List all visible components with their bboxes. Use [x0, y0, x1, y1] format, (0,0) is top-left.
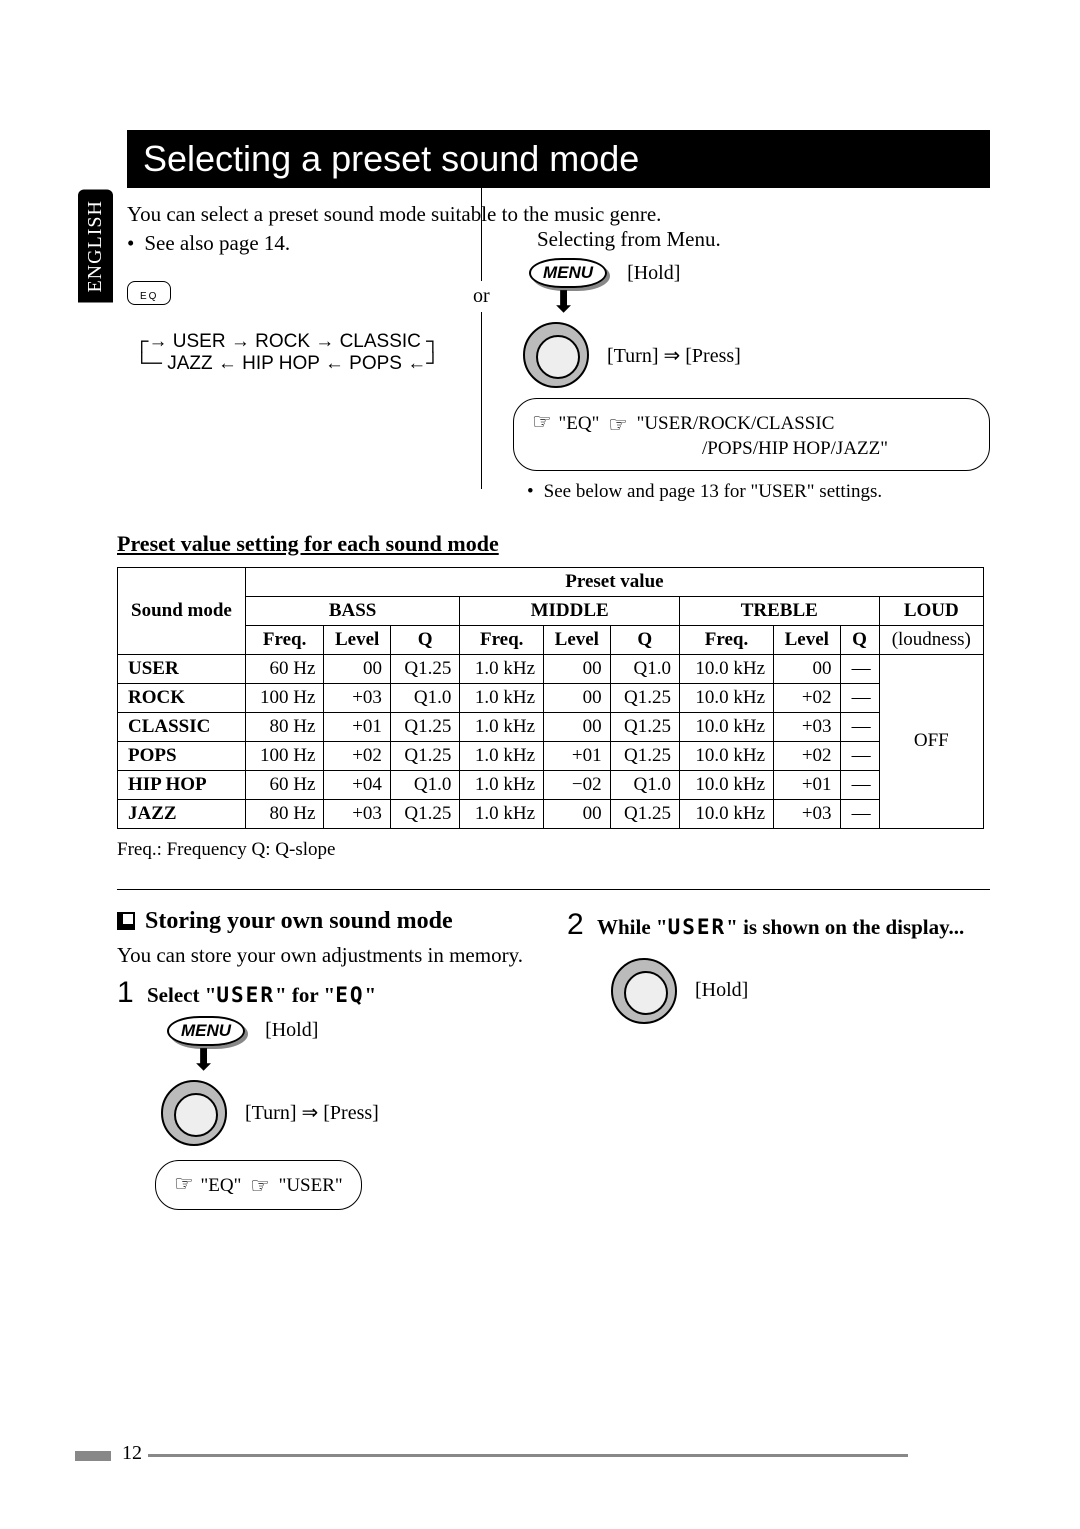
- intro-text: You can select a preset sound mode suita…: [127, 202, 990, 227]
- menu-breadcrumb: ☞ "EQ" ☞ "USER/ROCK/CLASSIC /POPS/HIP HO…: [513, 398, 990, 471]
- hand-icon: ☞: [608, 412, 628, 438]
- dial-icon: [161, 1080, 227, 1146]
- menu-button-icon: MENU: [529, 258, 607, 288]
- hold-label: [Hold]: [695, 979, 748, 1002]
- turn-press-label: [Turn] ⇒ [Press]: [245, 1100, 379, 1125]
- table-row: JAZZ80 Hz+03Q1.251.0 kHz00Q1.2510.0 kHz+…: [118, 799, 984, 828]
- dial-icon: [523, 322, 589, 388]
- table-footnote: Freq.: Frequency Q: Q-slope: [117, 839, 990, 861]
- page-number: 12: [122, 1442, 142, 1465]
- eq-button-icon: EQ: [127, 281, 171, 305]
- footer-bar: [75, 1451, 111, 1461]
- storing-heading: Storing your own sound mode: [117, 908, 527, 935]
- menu-breadcrumb-user: ☞ "EQ" ☞ "USER": [155, 1160, 362, 1211]
- down-arrow-icon: ⬇: [191, 1052, 527, 1070]
- mode-cycle-diagram: ┌→ USER → ROCK → CLASSIC ┐ └─ JAZZ ← HIP…: [135, 331, 440, 375]
- table-row: POPS100 Hz+02Q1.251.0 kHz+01Q1.2510.0 kH…: [118, 741, 984, 770]
- down-arrow-icon: ⬇: [551, 294, 990, 312]
- selecting-from-menu: Selecting from Menu.: [537, 227, 990, 252]
- hand-icon: ☞: [250, 1173, 270, 1199]
- preset-table: Sound mode Preset value BASS MIDDLE TREB…: [117, 567, 984, 829]
- page-title: Selecting a preset sound mode: [127, 130, 990, 188]
- footer-bar: [148, 1454, 908, 1457]
- preset-table-heading: Preset value setting for each sound mode: [117, 531, 990, 557]
- table-row: ROCK100 Hz+03Q1.01.0 kHz00Q1.2510.0 kHz+…: [118, 683, 984, 712]
- storing-intro: You can store your own adjustments in me…: [117, 943, 527, 968]
- turn-press-label: [Turn] ⇒ [Press]: [607, 343, 741, 368]
- table-row: USER60 Hz00Q1.251.0 kHz00Q1.010.0 kHz00—…: [118, 654, 984, 683]
- see-below-note: See below and page 13 for "USER" setting…: [527, 481, 990, 503]
- step-1: 1 Select "USER" for "EQ": [117, 976, 527, 1010]
- hand-icon: ☞: [532, 409, 552, 435]
- table-row: HIP HOP60 Hz+04Q1.01.0 kHz−02Q1.010.0 kH…: [118, 770, 984, 799]
- hold-label: [Hold]: [627, 262, 680, 285]
- section-divider: [117, 889, 990, 890]
- square-bullet-icon: [117, 912, 135, 930]
- step-2: 2 While "USER" is shown on the display..…: [567, 908, 990, 942]
- hand-icon: ☞: [174, 1171, 194, 1197]
- column-divider: [481, 183, 482, 489]
- hold-label: [Hold]: [265, 1019, 318, 1042]
- dial-icon: [611, 958, 677, 1024]
- table-row: CLASSIC80 Hz+01Q1.251.0 kHz00Q1.2510.0 k…: [118, 712, 984, 741]
- language-tab: ENGLISH: [78, 190, 113, 303]
- menu-button-icon: MENU: [167, 1016, 245, 1046]
